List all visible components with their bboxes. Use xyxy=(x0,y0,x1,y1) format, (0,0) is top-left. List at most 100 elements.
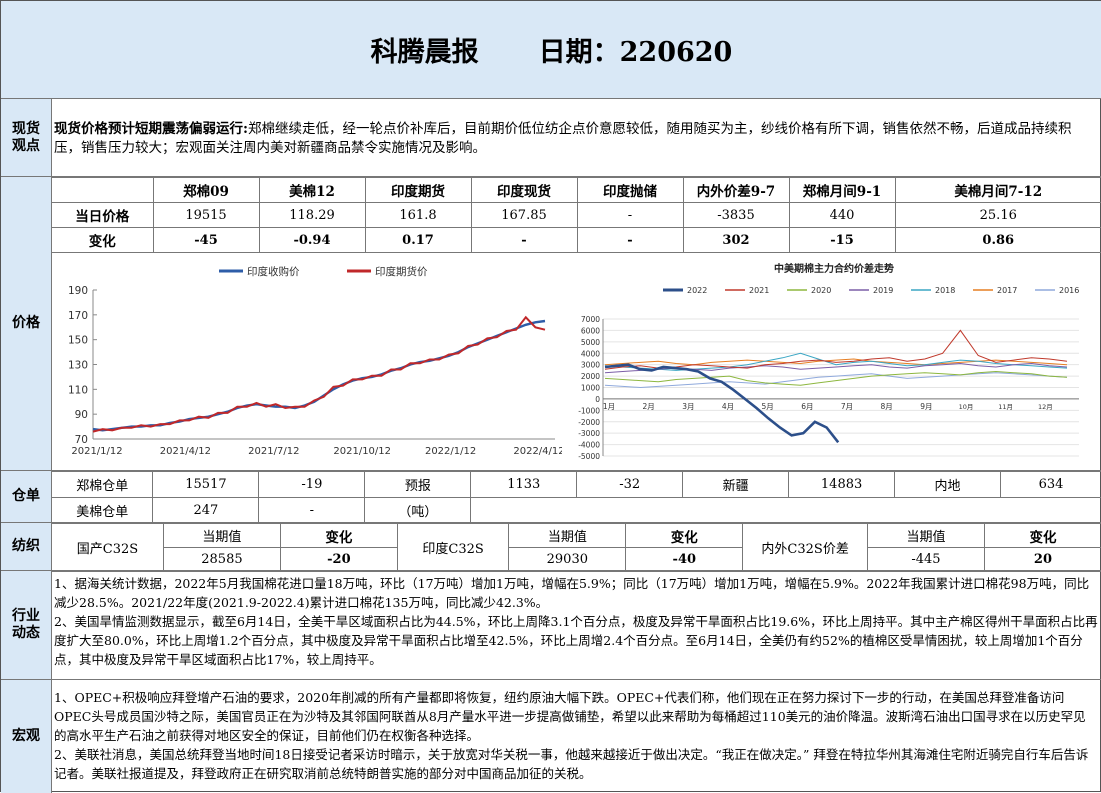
yarn-change-value: -40 xyxy=(626,548,743,572)
spot-label: 现货观点 xyxy=(1,99,52,176)
industry-text: 1、据海关统计数据，2022年5月我国棉花进口量18万吨，环比（17万吨）增加1… xyxy=(54,574,1098,669)
yarn-current-value: -445 xyxy=(867,548,984,572)
report-title: 科腾晨报 xyxy=(371,30,479,69)
x-tick-label: 1月 xyxy=(603,402,615,411)
price-row-label: 当日价格 xyxy=(52,203,153,228)
industry-paragraph-2: 2、美国旱情监测数据显示，截至6月14日，全美干旱区域面积占比为44.5%，环比… xyxy=(54,612,1098,669)
y-tick-label: 4000 xyxy=(581,349,600,358)
y-tick-label: 90 xyxy=(75,409,88,421)
x-tick-group: 8月 xyxy=(881,402,893,411)
report-header: 科腾晨报 日期：220620 xyxy=(1,1,1101,98)
x-tick-group: 2月 xyxy=(643,402,655,411)
y-tick-label: 2000 xyxy=(581,372,600,381)
legend-label: 2018 xyxy=(935,286,955,295)
price-label: 价格 xyxy=(1,177,52,470)
price-col-header: 美棉12 xyxy=(259,178,365,203)
warehouse-cell: 1133 xyxy=(471,472,577,498)
x-tick-label: 11月 xyxy=(998,403,1013,411)
legend-label: 2022 xyxy=(687,286,707,295)
legend-label: 印度期货价 xyxy=(375,265,428,278)
yarn-current-header: 当期值 xyxy=(867,524,984,548)
x-tick-label: 9月 xyxy=(920,402,932,411)
macro-paragraph-2: 2、美联社消息，美国总统拜登当地时间18日接受记者采访时暗示，关于放宽对华关税一… xyxy=(54,745,1098,783)
warehouse-cell: 14883 xyxy=(789,472,895,498)
x-tick-label: 2021/7/12 xyxy=(248,446,299,457)
series-line xyxy=(605,372,1067,386)
price-cell: 118.29 xyxy=(259,203,365,228)
legend-label: 印度收购价 xyxy=(247,265,300,278)
yarn-change-header: 变化 xyxy=(280,524,397,548)
y-tick-label: 5000 xyxy=(581,338,600,347)
warehouse-cell: 247 xyxy=(153,498,259,524)
x-tick-label: 3月 xyxy=(682,402,694,411)
x-tick-group: 7月 xyxy=(841,402,853,411)
industry-section: 行业动态 1、据海关统计数据，2022年5月我国棉花进口量18万吨，环比（17万… xyxy=(1,570,1101,679)
y-tick-label: -5000 xyxy=(578,452,600,461)
yarn-product-name: 国产C32S xyxy=(52,524,163,572)
x-tick-label: 6月 xyxy=(801,402,813,411)
yarn-label: 纺织 xyxy=(1,523,52,570)
spot-section: 现货观点 现货价格预计短期震荡偏弱运行:郑棉继续走低，经一轮点价补库后，目前期价… xyxy=(1,98,1101,176)
price-cell: -45 xyxy=(153,228,259,253)
x-tick-label: 10月 xyxy=(959,403,974,411)
x-tick-group: 10月 xyxy=(959,403,974,411)
macro-section: 宏观 1、OPEC+积极响应拜登增产石油的要求，2020年削减的所有产量都即将恢… xyxy=(1,679,1101,793)
price-col-header: 郑棉月间9-1 xyxy=(789,178,895,203)
x-tick-label: 7月 xyxy=(841,402,853,411)
price-cell: 25.16 xyxy=(895,203,1101,228)
warehouse-cell: -32 xyxy=(577,472,683,498)
yarn-current-value: 29030 xyxy=(509,548,626,572)
price-cell: - xyxy=(577,228,683,253)
y-tick-label: -1000 xyxy=(578,406,600,415)
macro-label: 宏观 xyxy=(1,680,52,793)
y-tick-label: -4000 xyxy=(578,441,600,450)
price-cell: -0.94 xyxy=(259,228,365,253)
legend-label: 2016 xyxy=(1059,286,1079,295)
series-line xyxy=(93,317,545,431)
y-tick-label: 70 xyxy=(75,434,88,446)
spot-headline: 现货价格预计短期震荡偏弱运行: xyxy=(54,121,248,137)
y-tick-label: 130 xyxy=(68,360,88,372)
warehouse-cell: 新疆 xyxy=(683,472,789,498)
price-cell: 167.85 xyxy=(471,203,577,228)
warehouse-cell: 634 xyxy=(1001,472,1101,498)
price-col-header: 印度抛储 xyxy=(577,178,683,203)
warehouse-cell: 美棉仓单 xyxy=(52,498,153,524)
price-cell: -3835 xyxy=(683,203,789,228)
y-tick-label: 7000 xyxy=(581,315,600,324)
price-col-header: 内外价差9-7 xyxy=(683,178,789,203)
legend-label: 2017 xyxy=(997,286,1017,295)
price-col-header: 郑棉09 xyxy=(153,178,259,203)
y-tick-label: -3000 xyxy=(578,429,600,438)
x-tick-label: 2月 xyxy=(643,402,655,411)
x-tick-group: 6月 xyxy=(801,402,813,411)
y-tick-label: 170 xyxy=(68,310,88,322)
price-col-header: 美棉月间7-12 xyxy=(895,178,1101,203)
y-tick-label: 190 xyxy=(68,285,88,297)
x-tick-group: 11月 xyxy=(998,403,1013,411)
price-cell: 302 xyxy=(683,228,789,253)
x-tick-label: 2021/4/12 xyxy=(160,446,211,457)
price-cell: 161.8 xyxy=(365,203,471,228)
warehouse-cell: -19 xyxy=(259,472,365,498)
price-row-label: 变化 xyxy=(52,228,153,253)
warehouse-cell: 预报 xyxy=(365,472,471,498)
x-tick-group: 9月 xyxy=(920,402,932,411)
x-tick-label: 8月 xyxy=(881,402,893,411)
industry-paragraph-1: 1、据海关统计数据，2022年5月我国棉花进口量18万吨，环比（17万吨）增加1… xyxy=(54,574,1098,612)
price-cell: 440 xyxy=(789,203,895,228)
warehouse-cell: 内地 xyxy=(895,472,1001,498)
yarn-change-header: 变化 xyxy=(626,524,743,548)
warehouse-cell: - xyxy=(259,498,365,524)
legend-label: 2020 xyxy=(811,286,831,295)
x-tick-group: 12月 xyxy=(1038,403,1053,411)
